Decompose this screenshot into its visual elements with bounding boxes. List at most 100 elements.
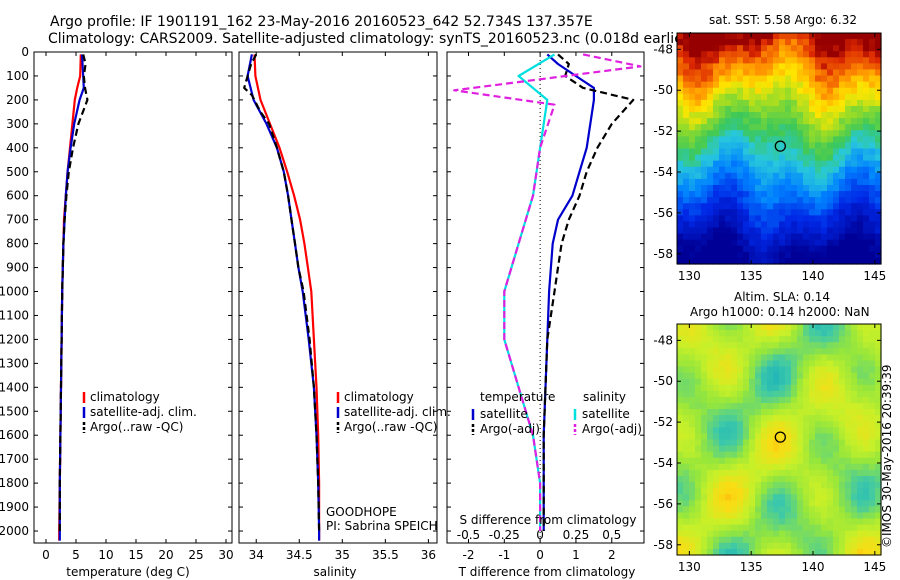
map-cell [695, 536, 702, 544]
map-cell [833, 548, 840, 556]
map-cell [713, 81, 720, 89]
argo-location-marker [774, 431, 786, 443]
map-cell [857, 93, 864, 101]
map-cell [815, 427, 822, 435]
map-cell [695, 384, 702, 392]
map-cell [797, 372, 804, 380]
map-cell [827, 530, 834, 538]
map-cell [875, 366, 882, 374]
sla-map-title: Altim. SLA: 0.14 [734, 290, 830, 304]
map-cell [857, 542, 864, 550]
map-cell [755, 336, 762, 343]
map-cell [809, 324, 816, 331]
map-cell [713, 512, 720, 520]
map-cell [725, 494, 732, 501]
map-cell [827, 178, 834, 186]
map-cell [815, 360, 822, 368]
map-cell [833, 530, 840, 538]
map-cell [863, 233, 870, 241]
map-cell [827, 33, 834, 40]
map-cell [701, 506, 708, 514]
map-cell [797, 99, 804, 107]
map-cell [785, 348, 792, 355]
map-cell [701, 172, 708, 180]
map-cell [755, 87, 762, 95]
map-cell [809, 87, 816, 95]
map-cell [809, 366, 816, 374]
map-cell [743, 415, 750, 422]
map-cell [767, 433, 774, 441]
map-cell [749, 166, 756, 174]
map-cell [779, 63, 786, 71]
map-cell [761, 197, 768, 204]
map-cell [725, 530, 732, 538]
map-cell [869, 105, 876, 113]
map-cell [737, 118, 744, 125]
map-cell [719, 348, 726, 355]
map-cell [785, 215, 792, 223]
map-cell [737, 463, 744, 471]
map-cell [875, 372, 882, 380]
map-cell [737, 148, 744, 156]
map-cell [677, 409, 684, 416]
map-cell [719, 494, 726, 501]
map-cell [755, 548, 762, 556]
map-cell [815, 227, 822, 235]
map-cell [797, 105, 804, 113]
map-cell [815, 451, 822, 459]
map-cell [773, 433, 780, 441]
map-cell [701, 366, 708, 374]
map-cell [755, 463, 762, 471]
map-cell [713, 118, 720, 125]
map-cell [689, 160, 696, 168]
map-cell [779, 396, 786, 404]
map-cell [767, 524, 774, 532]
map-cell [839, 463, 846, 471]
map-cell [809, 384, 816, 392]
map-cell [743, 427, 750, 435]
map-cell [863, 518, 870, 526]
map-cell [767, 130, 774, 137]
map-cell [791, 69, 798, 77]
map-cell [863, 390, 870, 398]
map-cell [713, 530, 720, 538]
map-cell [851, 118, 858, 125]
map-cell [833, 130, 840, 137]
map-cell [683, 203, 690, 210]
map-cell [803, 500, 810, 507]
map-cell [797, 384, 804, 392]
map-cell [743, 124, 750, 131]
map-cell [701, 378, 708, 386]
map-cell [695, 184, 702, 192]
map-cell [683, 130, 690, 137]
map-cell [683, 378, 690, 386]
map-cell [701, 439, 708, 447]
map-cell [761, 384, 768, 392]
map-cell [677, 548, 684, 556]
map-cell [821, 457, 828, 465]
map-cell [779, 215, 786, 223]
map-cell [815, 245, 822, 253]
map-cell [869, 215, 876, 223]
map-cell [749, 488, 756, 495]
map-cell [791, 45, 798, 52]
map-cell [683, 372, 690, 380]
map-cell [755, 457, 762, 465]
map-cell [713, 112, 720, 119]
map-cell [701, 130, 708, 137]
map-cell [719, 148, 726, 156]
map-cell [803, 421, 810, 428]
map-cell [785, 396, 792, 404]
map-cell [785, 506, 792, 514]
map-cell [755, 378, 762, 386]
map-cell [713, 93, 720, 101]
map-cell [863, 475, 870, 483]
map-cell [857, 482, 864, 489]
map-cell [785, 445, 792, 453]
map-cell [821, 445, 828, 453]
map-cell [701, 221, 708, 229]
map-cell [737, 57, 744, 64]
map-cell [803, 245, 810, 253]
map-cell [863, 348, 870, 355]
map-cell [797, 75, 804, 83]
